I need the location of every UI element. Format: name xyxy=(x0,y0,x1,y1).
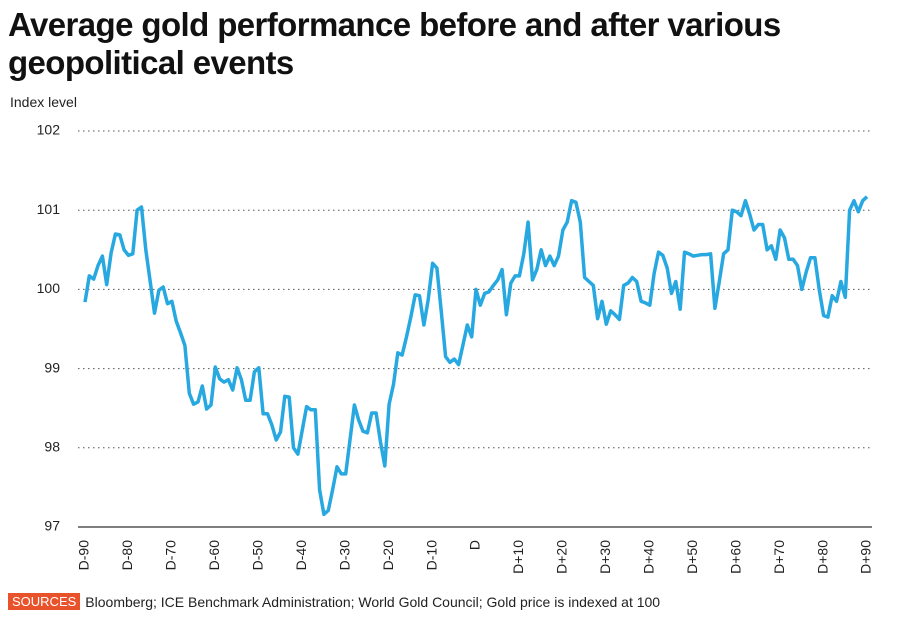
x-tick-label: D+30 xyxy=(597,540,613,574)
x-tick-label: D+40 xyxy=(640,540,656,574)
x-tick-label: D+80 xyxy=(814,540,830,574)
source: Bloomberg; ICE Benchmark Administration;… xyxy=(85,593,661,610)
x-tick-label: D xyxy=(467,540,483,550)
x-tick-label: D-30 xyxy=(336,540,352,571)
chart-title: Average gold performance before and afte… xyxy=(8,6,781,81)
y-axis-label: Index level xyxy=(10,94,77,110)
data-line xyxy=(83,195,869,517)
x-tick-label: D+70 xyxy=(771,540,787,574)
footer: SOURCES Bloomberg; ICE Benchmark Administ… xyxy=(8,593,660,610)
y-tick-label: 100 xyxy=(37,280,61,296)
y-tick-label: 97 xyxy=(44,518,60,534)
y-tick-label: 99 xyxy=(44,359,60,375)
x-tick-label: D-80 xyxy=(119,540,135,571)
x-tick-label: D-40 xyxy=(293,540,309,571)
x-tick-label: D+10 xyxy=(510,540,526,574)
x-tick-label: D-10 xyxy=(423,540,439,571)
x-tick-label: D-90 xyxy=(76,540,92,571)
y-tick-label: 98 xyxy=(44,439,60,455)
x-tick-label: D+50 xyxy=(684,540,700,574)
x-tick-label: D-50 xyxy=(249,540,265,571)
source-label: SOURCES xyxy=(8,593,81,610)
chart: 97 98 99 100 101 102 D-90 D-80 D-70 D-60 D-50 D-40 D… xyxy=(37,122,874,574)
x-tick-label: D-70 xyxy=(163,540,179,571)
y-tick-label: 102 xyxy=(37,122,61,138)
x-tick-label: D+60 xyxy=(727,540,743,574)
x-tick-label: D-20 xyxy=(380,540,396,571)
x-tick-label: D+20 xyxy=(554,540,570,574)
x-tick-label: D-60 xyxy=(206,540,222,571)
x-tick-label: D+90 xyxy=(858,540,874,574)
y-tick-label: 101 xyxy=(37,201,61,217)
